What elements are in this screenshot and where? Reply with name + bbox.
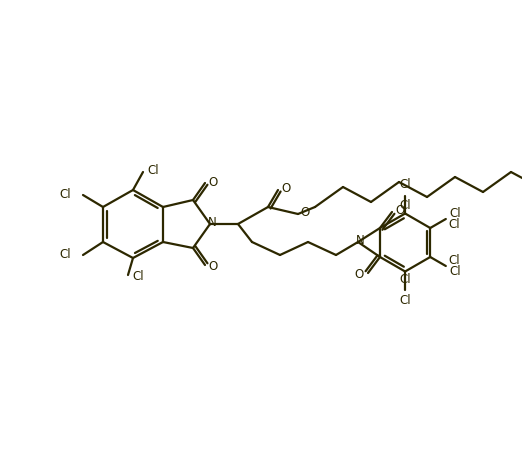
Text: O: O	[281, 183, 291, 195]
Text: Cl: Cl	[399, 294, 411, 307]
Text: N: N	[355, 235, 364, 248]
Text: Cl: Cl	[147, 165, 159, 178]
Text: O: O	[300, 207, 310, 220]
Text: Cl: Cl	[60, 248, 71, 261]
Text: N: N	[208, 216, 217, 230]
Text: Cl: Cl	[449, 207, 461, 220]
Text: Cl: Cl	[399, 273, 411, 286]
Text: Cl: Cl	[132, 271, 144, 284]
Text: Cl: Cl	[449, 265, 461, 278]
Text: Cl: Cl	[399, 199, 411, 212]
Text: Cl: Cl	[399, 178, 411, 191]
Text: Cl: Cl	[449, 254, 460, 267]
Text: O: O	[208, 259, 218, 272]
Text: Cl: Cl	[60, 188, 71, 201]
Text: O: O	[354, 267, 364, 281]
Text: Cl: Cl	[449, 217, 460, 230]
Text: O: O	[395, 204, 405, 217]
Text: O: O	[208, 175, 218, 189]
